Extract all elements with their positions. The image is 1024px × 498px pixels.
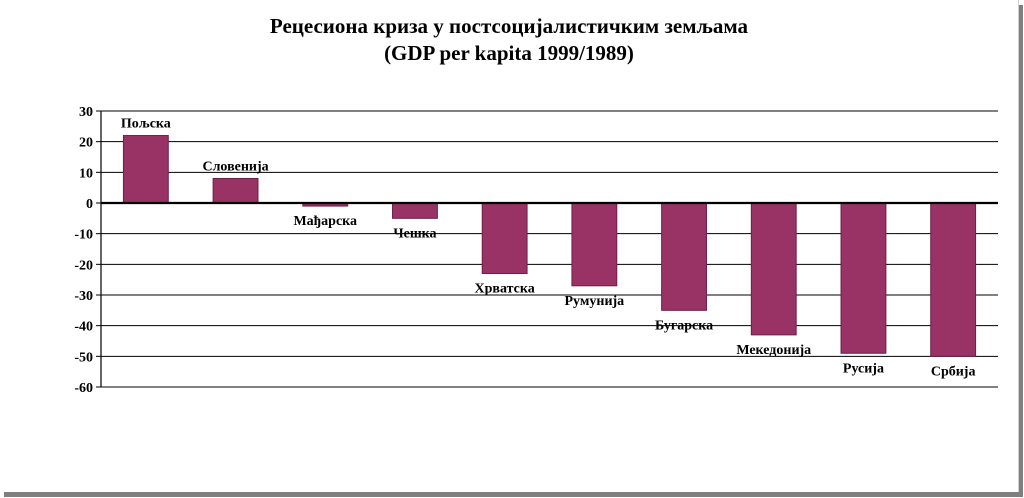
category-label: Мекедонија — [736, 343, 811, 358]
bar — [571, 202, 618, 287]
y-tick-label: -20 — [74, 258, 93, 273]
y-tick-label: 20 — [79, 136, 93, 151]
category-label: Мађарска — [293, 214, 357, 229]
y-tick-label: -40 — [74, 320, 93, 335]
bar — [750, 202, 797, 336]
category-labels: Пољска Словенија Мађарска Чешка Хрватска Руму… — [121, 117, 976, 380]
bar — [840, 202, 887, 354]
y-tick-label: 10 — [79, 166, 93, 181]
bar — [930, 202, 977, 357]
category-label: Бугарска — [655, 318, 713, 333]
category-label: Хрватска — [475, 282, 535, 297]
category-label: Румунија — [564, 294, 624, 309]
category-label: Словенија — [202, 159, 268, 174]
bar — [481, 202, 528, 275]
bar — [661, 202, 707, 311]
bar — [212, 177, 259, 204]
chart-subtitle: (GDP per kapita 1999/1989) — [384, 41, 634, 65]
bar — [122, 135, 169, 204]
y-tick-label: -50 — [74, 350, 93, 365]
y-tick-label: -30 — [74, 289, 93, 304]
category-label: Русија — [843, 361, 884, 376]
category-label: Пољска — [121, 117, 171, 132]
y-tick-label: 0 — [86, 197, 93, 212]
category-label: Србија — [931, 364, 976, 379]
axes: 30 20 10 0 -10 -20 -30 -40 -50 -60 — [74, 105, 998, 396]
bar — [392, 202, 438, 219]
y-tick-label: -60 — [74, 381, 93, 396]
y-tick-label: -10 — [74, 228, 93, 243]
y-tick-label: 30 — [79, 105, 93, 120]
chart-title: Рецесиона криза у постсоцијалистичким зе… — [269, 14, 749, 38]
category-label: Чешка — [393, 226, 436, 241]
bars — [122, 135, 977, 357]
